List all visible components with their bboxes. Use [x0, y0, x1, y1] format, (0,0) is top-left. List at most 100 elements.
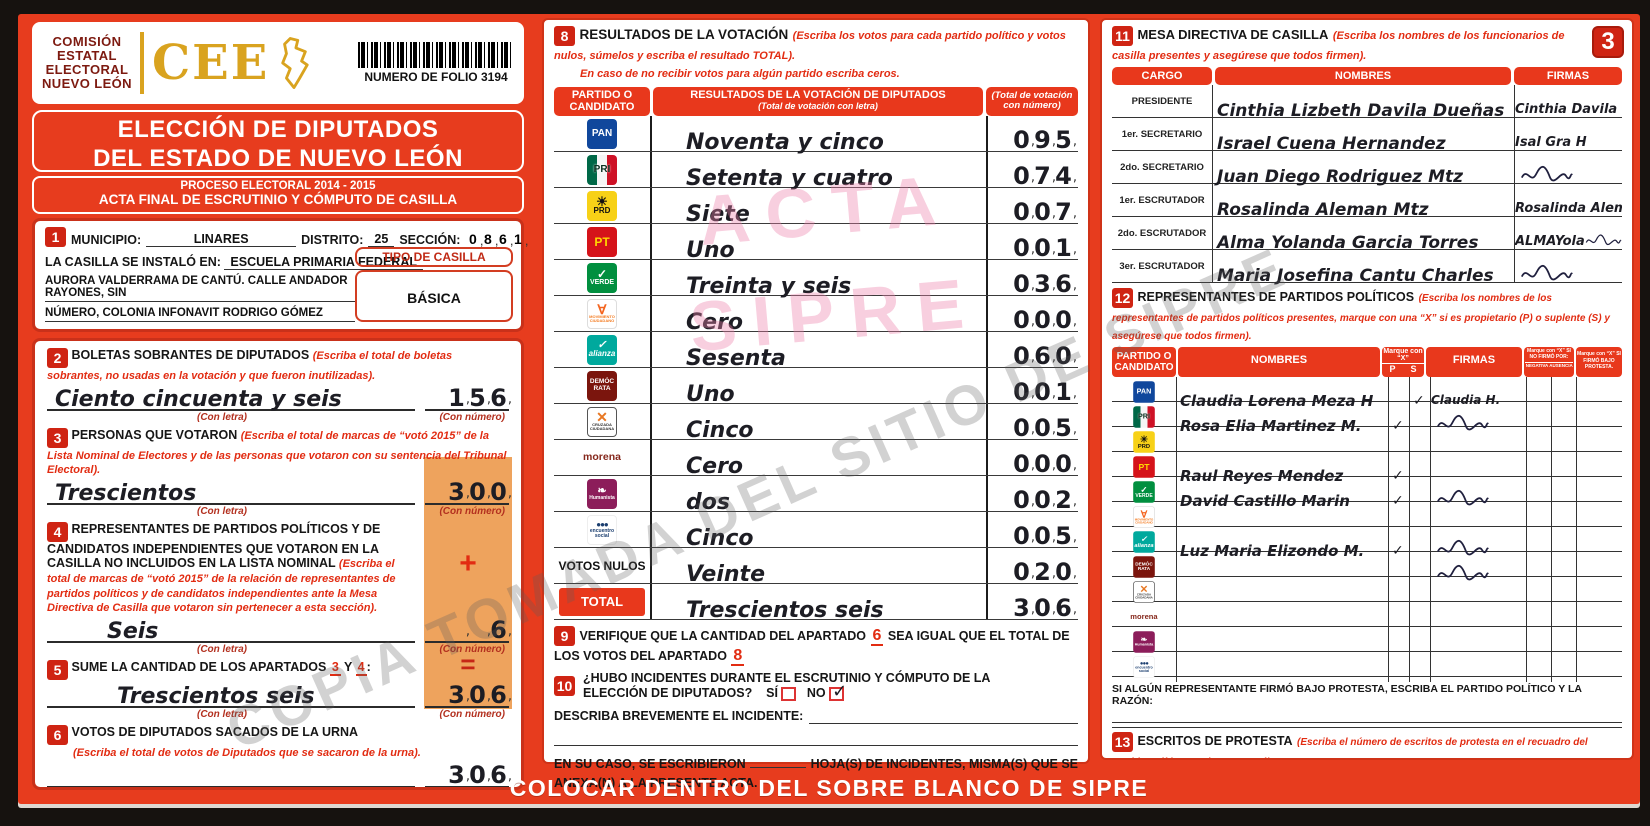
- numero-field: 306: [425, 762, 512, 788]
- nombre-cell: Juan Diego Rodriguez Mtz: [1212, 151, 1514, 187]
- section-9-verifique: 9 VERIFIQUE QUE LA CANTIDAD DEL APARTADO…: [554, 626, 1078, 667]
- representante-row: DEMÓCRATA: [1112, 552, 1622, 582]
- party-cell: encuentro social: [1112, 652, 1176, 682]
- votes-numero-cell: 095: [986, 116, 1078, 155]
- firma-cell: [1430, 502, 1526, 532]
- firma-cell: Cinthia Davila: [1514, 85, 1622, 117]
- results-row: PAN Noventa y cinco 095: [554, 116, 1078, 155]
- cee-logo: CEE: [151, 35, 270, 91]
- party-logo-icon: PRD: [1133, 431, 1155, 453]
- negativa-cell: [1526, 402, 1551, 432]
- con-numero-caption: (Con número): [439, 708, 505, 720]
- handwritten-check: ✓: [1392, 493, 1404, 509]
- firma-cell: Claudia H.: [1430, 377, 1526, 407]
- handwritten-check: ✓: [1392, 418, 1404, 434]
- handwritten-votes-letra: Setenta y cuatro: [686, 166, 893, 192]
- handwritten-numero: 6: [446, 617, 512, 645]
- tipo-casilla-label: TIPO DE CASILLA: [355, 247, 513, 267]
- anexo-text-2: HOJA(S) DE INCIDENTES, MISMA(S) QUE SE: [810, 757, 1078, 772]
- firma-cell: ALMAYola: [1514, 217, 1622, 249]
- column-header-nombres: NOMBRES: [1178, 347, 1380, 377]
- handwritten-numero: 156: [446, 385, 512, 413]
- plus-sign: +: [459, 547, 477, 580]
- handwritten-votes-numero: 005: [1011, 523, 1077, 551]
- section-instruction: (Escriba los votos para cada partido pol…: [554, 30, 1066, 62]
- party-cell: MOVIMIENTO CIUDADANO: [554, 296, 650, 331]
- section-number: 5: [47, 659, 68, 680]
- handwritten-firma: ALMAYola: [1515, 234, 1585, 249]
- nombre-cell: [1176, 627, 1388, 657]
- section-5-suma: 5 SUME LA CANTIDAD DE LOS APARTADOS 3 Y …: [47, 659, 512, 720]
- party-cell: PAN: [554, 116, 650, 151]
- party-cell: alianza: [1112, 527, 1176, 557]
- column-header-text: RESULTADOS DE LA VOTACIÓN DE DIPUTADOS: [690, 88, 946, 101]
- votes-letra-cell: Noventa y cinco: [650, 116, 986, 155]
- handwritten-votes-letra: Siete: [686, 202, 750, 228]
- nombre-cell: Maria Josefina Cantu Charles: [1212, 250, 1514, 286]
- handwritten-nombre: Rosa Elia Martinez M.: [1180, 417, 1362, 435]
- distrito-label: DISTRITO:: [301, 233, 364, 247]
- votes-numero-cell: 060: [986, 332, 1078, 371]
- p-check-cell: [1388, 652, 1409, 682]
- mesa-table-header: CARGO NOMBRES FIRMAS: [1112, 67, 1622, 85]
- municipio-value: LINARES: [146, 232, 297, 247]
- right-column-firmas: 3 11 MESA DIRECTIVA DE CASILLA (Escriba …: [1100, 18, 1634, 760]
- p-check-cell: ✓: [1388, 477, 1409, 509]
- negativa-cell: [1526, 427, 1551, 457]
- nombre-cell: Raul Reyes Mendez: [1176, 452, 1388, 485]
- firma-cell: [1430, 452, 1526, 482]
- section-title: Y: [344, 659, 353, 674]
- handwritten-votes-letra: Noventa y cinco: [686, 130, 884, 156]
- handwritten-votes-letra: Cinco: [686, 526, 754, 552]
- results-row: Humanista dos 002: [554, 476, 1078, 515]
- handwritten-votes-letra: Sesenta: [686, 346, 786, 372]
- section-title: ESCRITOS DE PROTESTA: [1137, 734, 1293, 748]
- results-row: VERDE Treinta y seis 036: [554, 260, 1078, 299]
- p-check-cell: ✓: [1388, 402, 1409, 434]
- votes-letra-cell: Siete: [650, 188, 986, 227]
- numero-field: 306: [425, 682, 512, 710]
- party-cell: PT: [554, 224, 650, 259]
- nombre-cell: Rosalinda Aleman Mtz: [1212, 184, 1514, 220]
- ausencia-cell: [1551, 602, 1576, 632]
- section-instruction: En caso de no recibir votos para algún p…: [580, 68, 900, 81]
- p-check-cell: [1388, 602, 1409, 632]
- party-logo-icon: PRD: [587, 190, 617, 221]
- org-line: ESTATAL: [57, 47, 117, 63]
- firma-cell: [1430, 402, 1526, 432]
- column-header-firmas: FIRMAS: [1426, 347, 1522, 377]
- party-cell: PRI: [1112, 402, 1176, 432]
- handwritten-numero: 306: [446, 762, 512, 788]
- s-check-cell: [1409, 627, 1430, 657]
- votes-letra-cell: Cero: [650, 440, 986, 479]
- con-numero-caption: (Con número): [439, 505, 505, 517]
- question-line2: ELECCIÓN DE DIPUTADOS?: [583, 686, 753, 701]
- ausencia-cell: [1551, 552, 1576, 582]
- p-check-cell: ✓: [1388, 452, 1409, 484]
- party-logo-icon: TOTAL: [559, 587, 645, 616]
- column-header-cargo: CARGO: [1112, 67, 1212, 85]
- party-logo-icon: alianza: [587, 334, 617, 365]
- handwritten-votes-numero: 007: [1011, 199, 1077, 227]
- results-row: alianza Sesenta 060: [554, 332, 1078, 372]
- form-subtitle: PROCESO ELECTORAL 2014 - 2015 ACTA FINAL…: [32, 176, 524, 214]
- numero-field: 6: [425, 617, 512, 645]
- representante-row: alianza Luz Maria Elizondo M. ✓: [1112, 527, 1622, 560]
- section-title: SUME LA CANTIDAD DE LOS APARTADOS: [71, 659, 327, 674]
- party-logo-icon: PT: [587, 226, 617, 257]
- column-header-resultados: RESULTADOS DE LA VOTACIÓN DE DIPUTADOS (…: [653, 86, 983, 117]
- mesa-table-body: PRESIDENTE Cinthia Lizbeth Davila Dueñas…: [1112, 85, 1622, 286]
- party-cell: TOTAL: [554, 584, 650, 619]
- bajo-protesta-cell: [1576, 552, 1622, 582]
- nombre-cell: Israel Cuena Hernandez: [1212, 118, 1514, 154]
- signature-scribble-icon: [1436, 490, 1489, 506]
- nombre-cell: Rosa Elia Martinez M.: [1176, 402, 1388, 435]
- handwritten-votes-numero: 005: [1011, 415, 1077, 443]
- negativa-cell: [1526, 502, 1551, 532]
- representante-row: CRUZADA CIUDADANA: [1112, 577, 1622, 607]
- con-letra-caption: (Con letra): [197, 643, 247, 655]
- party-cell: PRD: [554, 188, 650, 223]
- form-title: ELECCIÓN DE DIPUTADOS DEL ESTADO DE NUEV…: [32, 110, 524, 172]
- party-logo-icon: morena: [1130, 612, 1158, 622]
- bajo-protesta-cell: [1576, 652, 1622, 682]
